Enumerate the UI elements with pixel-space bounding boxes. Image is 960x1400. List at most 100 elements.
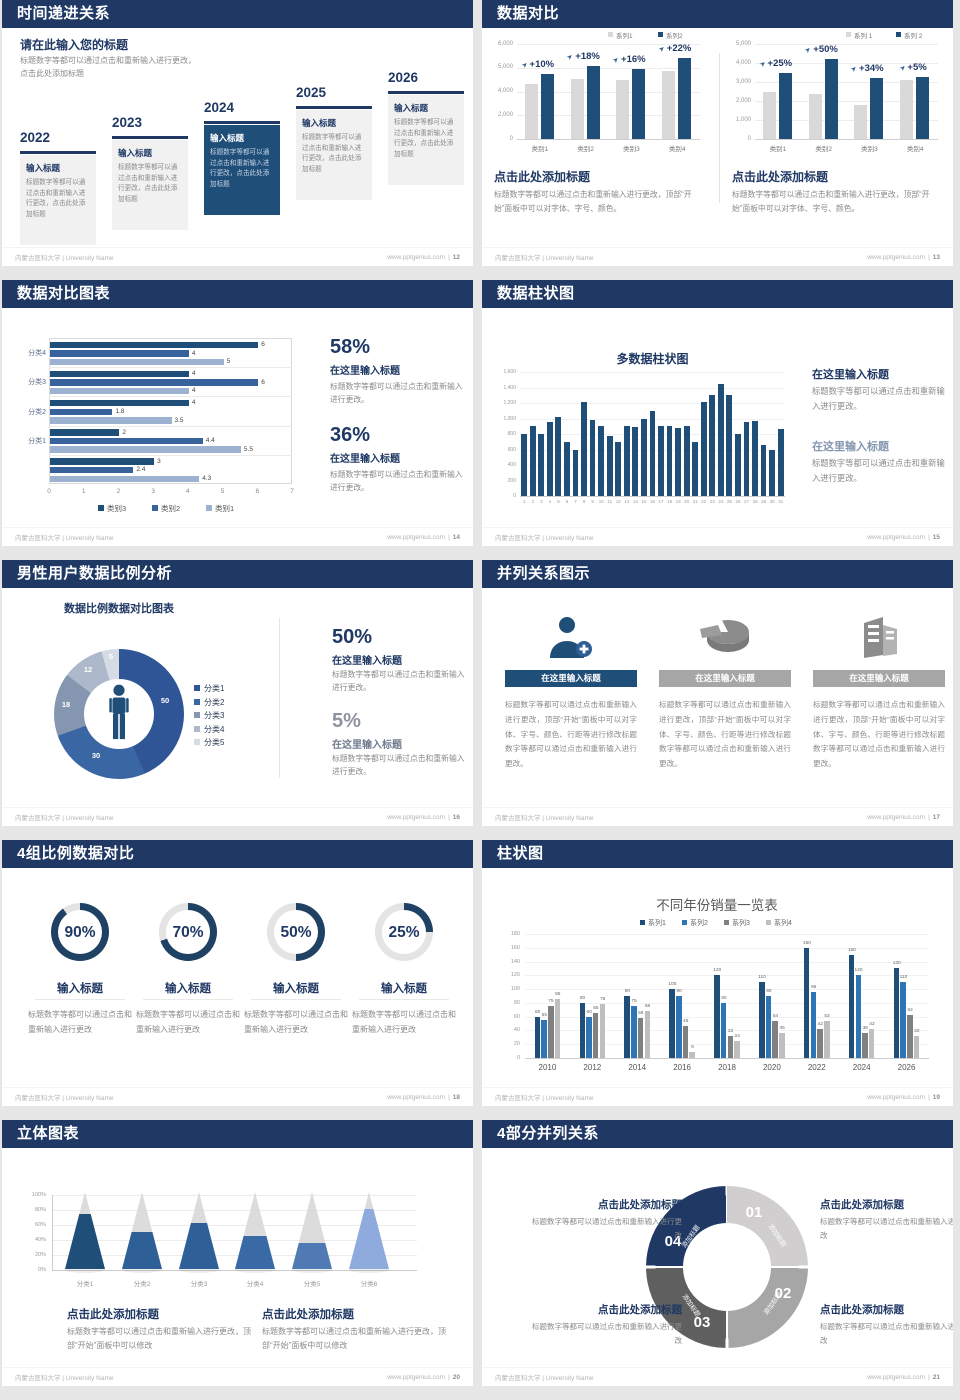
y-axis-group-label: 分类3 bbox=[28, 379, 46, 387]
h-bar-value-label: 2 bbox=[122, 428, 127, 436]
ring-item-rule bbox=[359, 999, 449, 1000]
timeline-item-card[interactable]: 输入标题 标题数字等都可以通过点击和重新输入进行更改，点击此处添加标题 bbox=[204, 125, 280, 215]
section-heading: 请在此输入您的标题 bbox=[20, 38, 129, 52]
bar-value-label: 68 bbox=[644, 1004, 651, 1010]
slide-thumbnail-page-20[interactable]: 立体图表 100% 80% 60% 40% 20% 0% 分类1 分类2 分类3 分类4 分类5 分类… bbox=[2, 1120, 473, 1386]
segment-number-label: 03 bbox=[693, 1314, 711, 1331]
slide-thumbnail-page-16[interactable]: 男性用户数据比例分析 数据比例数据对比图表 50 30 18 12 5 分类1 分类2 分类3 分… bbox=[2, 560, 473, 826]
ring-item-title: 输入标题 bbox=[57, 983, 103, 995]
column-bar bbox=[589, 420, 596, 496]
grouped-bar bbox=[817, 1029, 823, 1058]
bar-series2 bbox=[678, 58, 692, 139]
column-bar bbox=[683, 426, 690, 496]
footer-separator: | bbox=[448, 533, 450, 541]
slide-thumbnail-page-12[interactable]: 时间递进关系 请在此输入您的标题 标题数字等都可以通过点击和重新输入进行更改，点击… bbox=[2, 0, 473, 266]
footer-site: www.pptgenius.com | 21 bbox=[867, 1374, 940, 1381]
timeline-item-card[interactable]: 输入标题标题数字等都可以通过点击和重新输入进行更改，点击此处添加标题 bbox=[388, 95, 464, 185]
timeline-item-card[interactable]: 输入标题 标题数字等都可以通过点击和重新输入进行更改，点击此处添加标题 bbox=[20, 155, 96, 245]
corner-block-body: 标题数字等都可以通过点击和重新输入进行更改 bbox=[532, 1322, 682, 1345]
slide-thumbnail-page-15[interactable]: 数据柱状图 多数据柱状图 1,600 1,400 1,200 1,000 800 600 40… bbox=[482, 280, 953, 546]
slide-content: 不同年份销量一览表 系列1 系列2 系列3 系列4 180 160 140 120 100 80 60… bbox=[482, 868, 953, 1088]
y-axis-tick-label: 140 bbox=[510, 958, 520, 965]
bar-value-label: 160 bbox=[802, 940, 811, 946]
timeline-item-body: 标题数字等都可以通过点击和重新输入进行更改，点击此处添加标题 bbox=[394, 119, 454, 159]
footer-page-number: 15 bbox=[932, 533, 940, 541]
column-bar bbox=[658, 426, 664, 496]
y-axis-tick-label: 60% bbox=[34, 1221, 46, 1228]
block-title: 点击此处添加标题 bbox=[494, 170, 591, 184]
h-bar bbox=[50, 408, 113, 415]
timeline-item-card[interactable]: 输入标题 标题数字等都可以通过点击和重新输入进行更改，点击此处添加标题 bbox=[112, 140, 188, 230]
slide-thumbnail-page-19[interactable]: 柱状图 不同年份销量一览表 系列1 系列2 系列3 系列4 180 160 140 120 100… bbox=[482, 840, 953, 1106]
h-bar bbox=[50, 437, 203, 445]
y-axis-tick-label: 100 bbox=[510, 986, 520, 993]
timeline-item-body: 标题数字等都可以通过点击和重新输入进行更改，点击此处添加标题 bbox=[26, 179, 86, 219]
column-bar bbox=[623, 426, 630, 496]
h-bar-value-label: 5.5 bbox=[243, 445, 253, 453]
y-axis-tick-label: 0% bbox=[38, 1266, 46, 1273]
h-bar-value-label: 2.4 bbox=[136, 466, 146, 474]
timeline-year-label: 2026 bbox=[388, 70, 419, 85]
footer-university: 内蒙古医科大学 | University Name bbox=[495, 1375, 594, 1382]
bar-value-label: 58 bbox=[638, 1011, 644, 1017]
footer-page-number: 20 bbox=[452, 1373, 460, 1381]
x-axis-tick-label: 5 bbox=[557, 499, 560, 504]
ring-item-rule bbox=[143, 999, 233, 1000]
progress-ring-hole bbox=[382, 910, 426, 954]
x-axis-category-label: 2022 bbox=[807, 1063, 826, 1072]
column-bar bbox=[615, 441, 622, 496]
bar-value-label: 75 bbox=[548, 999, 554, 1005]
cone-fill bbox=[122, 1232, 162, 1269]
x-axis-tick-label: 28 bbox=[752, 499, 758, 504]
x-axis-tick-label: 14 bbox=[632, 499, 638, 504]
group-separator bbox=[49, 367, 292, 369]
footer-site: www.pptgenius.com | 19 bbox=[867, 1094, 940, 1101]
corner-block-title: 点击此处添加标题 bbox=[820, 1199, 904, 1211]
x-axis-tick-label: 2 bbox=[531, 499, 535, 504]
slice-value-label: 50 bbox=[160, 696, 170, 705]
column-bar bbox=[598, 426, 605, 496]
grouped-bar bbox=[579, 1002, 586, 1058]
footer-separator: | bbox=[448, 1373, 450, 1381]
slide-thumbnail-page-17[interactable]: 并列关系图示 在这里输入标题 标题数字等都可以通过点击和重新输入进行更改，顶部“开… bbox=[482, 560, 953, 826]
legend-swatch bbox=[98, 505, 104, 511]
timeline-item-card[interactable]: 输入标题 标题数字等都可以通过点击和重新输入进行更改，点击此处添加标题 bbox=[296, 110, 372, 200]
slide-title-bar: 数据对比图表 bbox=[2, 280, 473, 308]
growth-label: ➤+25% bbox=[758, 57, 793, 69]
timeline-item-body: 标题数字等都可以通过点击和重新输入进行更改，点击此处添加标题 bbox=[302, 134, 362, 174]
cone-fill bbox=[65, 1213, 105, 1269]
h-bar-value-label: 4 bbox=[191, 399, 196, 407]
legend-swatch bbox=[194, 698, 200, 705]
x-axis-tick-label: 30 bbox=[769, 499, 775, 504]
stat-heading: 在这里输入标题 bbox=[330, 454, 400, 465]
column-heading-bar[interactable]: 在这里输入标题 bbox=[505, 670, 637, 687]
column-bar bbox=[640, 419, 647, 496]
cone-bar bbox=[349, 1192, 389, 1269]
column-heading-bar[interactable]: 在这里输入标题 bbox=[659, 670, 791, 687]
x-axis-tick-label: 6 bbox=[255, 488, 260, 495]
column-heading-label: 在这里输入标题 bbox=[849, 673, 909, 683]
cone-empty-top bbox=[122, 1192, 162, 1233]
slide-title: 数据柱状图 bbox=[497, 285, 575, 302]
gridline bbox=[52, 1240, 417, 1241]
x-axis-tick-label: 9 bbox=[591, 499, 594, 504]
slide-thumbnail-page-14[interactable]: 数据对比图表 分类4 6 4 5 分类3 4 6 4 分类2 4 1.8 3.5 分类1 2 4.4 5.5 3… bbox=[2, 280, 473, 546]
h-bar bbox=[50, 358, 224, 366]
bar-series1 bbox=[900, 80, 914, 139]
x-axis-category-label: 类别1 bbox=[769, 146, 787, 153]
slide-thumbnail-page-18[interactable]: 4组比例数据对比 90% 输入标题 标题数字等都可以通过点击和重新输入进行更改 70%… bbox=[2, 840, 473, 1106]
timeline-item-title: 输入标题 bbox=[394, 103, 429, 113]
x-axis-tick-label: 29 bbox=[761, 499, 767, 504]
column-bar bbox=[692, 441, 699, 496]
bar-value-label: 36 bbox=[862, 1026, 868, 1032]
y-axis-tick-label: 200 bbox=[507, 477, 516, 484]
grouped-bar bbox=[644, 1011, 651, 1058]
grouped-bar bbox=[624, 996, 630, 1058]
grouped-bar bbox=[862, 1033, 868, 1058]
column-heading-bar[interactable]: 在这里输入标题 bbox=[813, 670, 945, 687]
slide-thumbnail-page-21[interactable]: 4部分并列关系 01 02 03 04 添加标题 添加标题 添加标题 添加标题 点击此处添加标题… bbox=[482, 1120, 953, 1386]
slide-thumbnail-page-13[interactable]: 数据对比 系列1 系列2 6,000 5,000 4,000 2,000 0 ➤+10% 类别1… bbox=[482, 0, 953, 266]
y-axis-tick-label: 6,000 bbox=[497, 40, 513, 47]
corner-block-body: 标题数字等都可以通过点击和重新输入进行更改 bbox=[532, 1217, 682, 1240]
slice-value-label: 18 bbox=[61, 700, 71, 709]
